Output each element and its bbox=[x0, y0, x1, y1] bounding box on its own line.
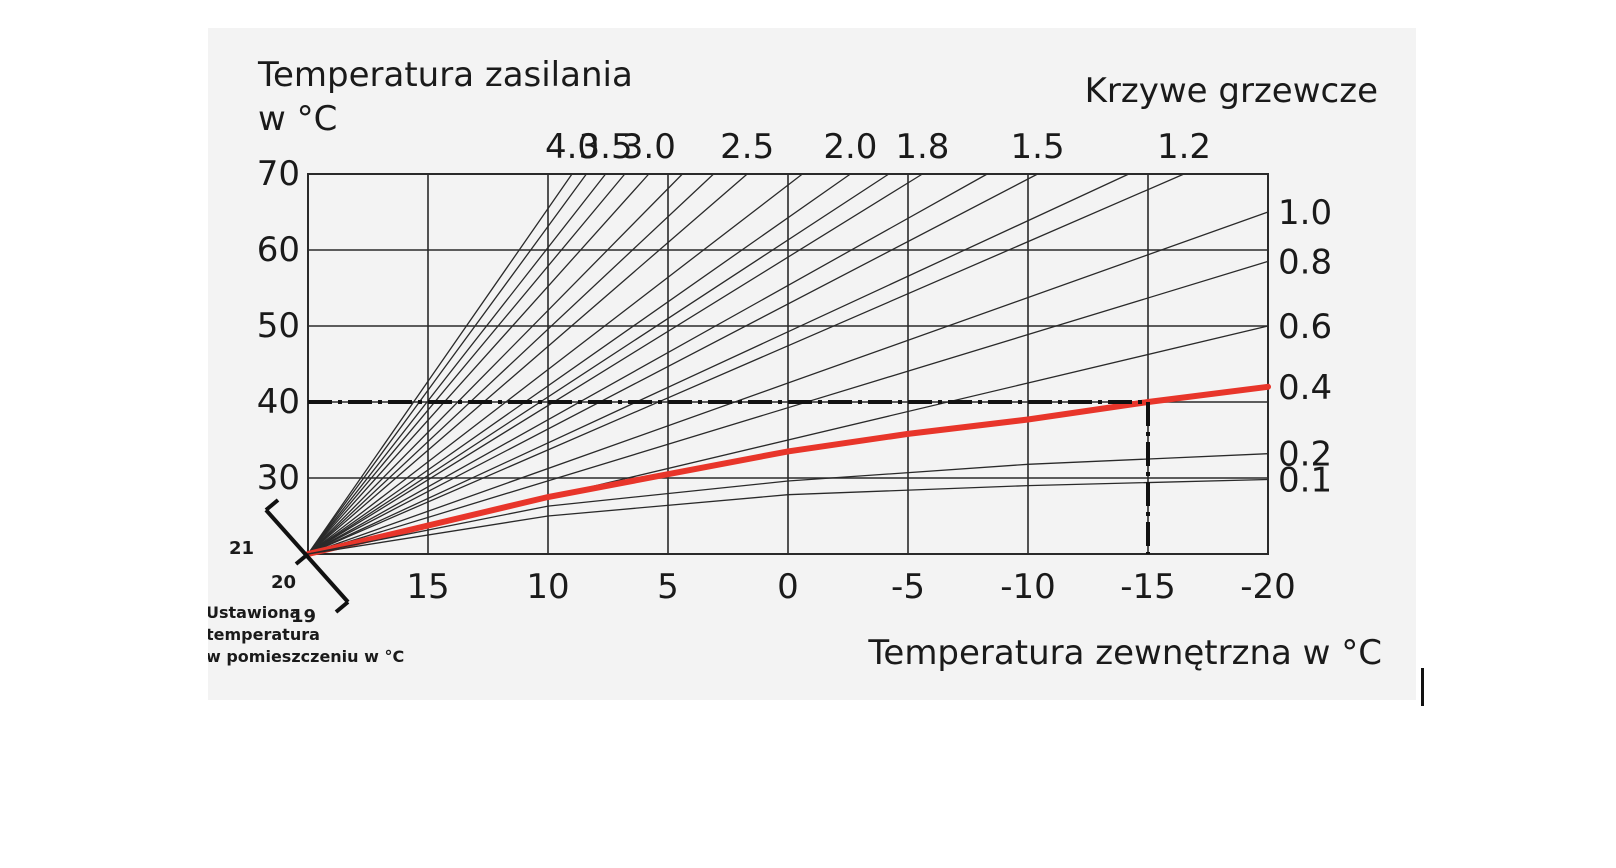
heating-curve bbox=[307, 173, 607, 555]
y-axis-label-line2: w °C bbox=[258, 99, 337, 139]
curve-label-top: 1.8 bbox=[895, 127, 949, 167]
curve-label-right: 0.6 bbox=[1278, 307, 1332, 347]
room-scale-tick bbox=[334, 600, 350, 614]
heating-curve bbox=[307, 260, 1269, 555]
curve-label-top: 4.0 bbox=[545, 127, 599, 167]
y-axis-label-line1: Temperatura zasilania bbox=[257, 55, 633, 95]
curve-label-right: 0.8 bbox=[1278, 242, 1332, 282]
x-tick-label: -5 bbox=[891, 567, 925, 607]
x-tick-label: 5 bbox=[657, 567, 679, 607]
heating-curve bbox=[307, 173, 1039, 555]
room-scale-tick-label: 19 bbox=[291, 606, 316, 627]
heating-curve bbox=[307, 173, 1130, 555]
heating-curve bbox=[307, 173, 852, 555]
x-tick-label: 15 bbox=[406, 567, 449, 607]
curve-label-top: 1.2 bbox=[1157, 127, 1211, 167]
heating-curve bbox=[307, 453, 1269, 555]
curve-label-top: 3.0 bbox=[622, 127, 676, 167]
heating-curve bbox=[307, 173, 804, 555]
heating-curve-highlighted bbox=[305, 383, 1271, 557]
room-scale-tick bbox=[264, 498, 280, 512]
curve-label-right: 0.2 bbox=[1278, 435, 1332, 475]
room-scale-label-line: temperatura bbox=[208, 625, 320, 644]
curve-label-right: 1.0 bbox=[1278, 193, 1332, 233]
curve-label-top: 2.5 bbox=[720, 127, 774, 167]
x-tick-label: 0 bbox=[777, 567, 799, 607]
curves bbox=[305, 173, 1271, 557]
heating-curve bbox=[307, 173, 748, 555]
heating-curve bbox=[307, 173, 626, 555]
x-tick-label: -15 bbox=[1120, 567, 1176, 607]
room-scale-label-line: w pomieszczeniu w °C bbox=[208, 647, 404, 666]
text-cursor bbox=[1421, 668, 1424, 706]
heating-curve bbox=[307, 173, 715, 555]
heating-curve bbox=[307, 173, 588, 555]
curve-label-right: 0.4 bbox=[1278, 368, 1332, 408]
room-scale-tick-label: 20 bbox=[271, 572, 296, 593]
room-scale-label-line: Ustawiona bbox=[208, 603, 300, 622]
room-scale-tick bbox=[294, 552, 310, 566]
y-tick-label: 60 bbox=[257, 230, 300, 270]
x-tick-label: -20 bbox=[1240, 567, 1296, 607]
heating-curve bbox=[307, 173, 684, 555]
grid bbox=[307, 173, 1269, 555]
curve-label-top: 2.0 bbox=[823, 127, 877, 167]
x-axis-label: Temperatura zewnętrzna w °C bbox=[867, 633, 1382, 673]
chart-title: Krzywe grzewcze bbox=[1085, 71, 1378, 111]
heating-curve bbox=[307, 211, 1269, 555]
room-scale-tick-label: 21 bbox=[229, 538, 254, 559]
heating-curve bbox=[307, 173, 890, 555]
y-tick-label: 50 bbox=[257, 306, 300, 346]
heating-curve bbox=[307, 478, 1269, 555]
heating-curve bbox=[307, 173, 1185, 555]
curve-label-right: 0.1 bbox=[1278, 461, 1332, 501]
reference-lines bbox=[308, 400, 1150, 554]
heating-curve-panel: Temperatura zasilania w °C Krzywe grzewc… bbox=[208, 28, 1416, 700]
heating-curve bbox=[307, 173, 988, 555]
y-tick-label: 40 bbox=[257, 382, 300, 422]
heating-curve bbox=[307, 173, 650, 555]
heating-curve bbox=[307, 173, 573, 555]
y-tick-label: 70 bbox=[257, 154, 300, 194]
heating-curves-chart: Temperatura zasilania w °C Krzywe grzewc… bbox=[208, 55, 1382, 673]
x-tick-label: 10 bbox=[526, 567, 569, 607]
curve-label-top: 3.5 bbox=[579, 127, 633, 167]
y-tick-label: 30 bbox=[257, 458, 300, 498]
curve-label-top: 1.5 bbox=[1011, 127, 1065, 167]
heating-curve bbox=[307, 173, 924, 555]
x-tick-label: -10 bbox=[1000, 567, 1056, 607]
